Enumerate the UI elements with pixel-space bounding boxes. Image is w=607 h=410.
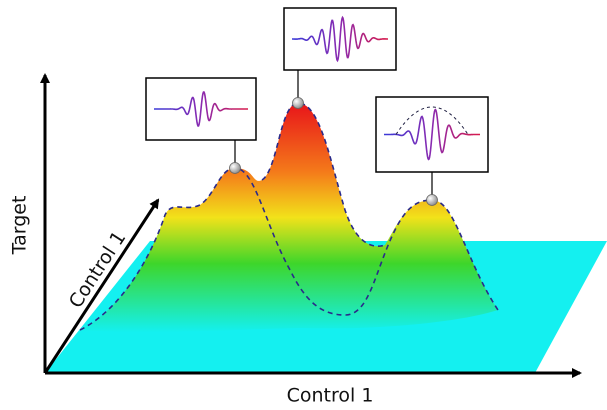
- peak-marker: [292, 97, 304, 109]
- wave-envelope: [395, 106, 469, 135]
- vertical-axis-label: Target: [9, 196, 31, 256]
- peak-marker: [229, 162, 241, 174]
- landscape-outline: [79, 167, 499, 331]
- wave-packet: [292, 15, 388, 63]
- peak-marker: [426, 194, 438, 206]
- landscape-surface: [80, 103, 498, 333]
- depth-axis: [43, 198, 160, 374]
- wave-packet: [384, 108, 480, 161]
- horizontal-axis-label: Control 1: [287, 385, 374, 407]
- wave-packet: [154, 91, 248, 127]
